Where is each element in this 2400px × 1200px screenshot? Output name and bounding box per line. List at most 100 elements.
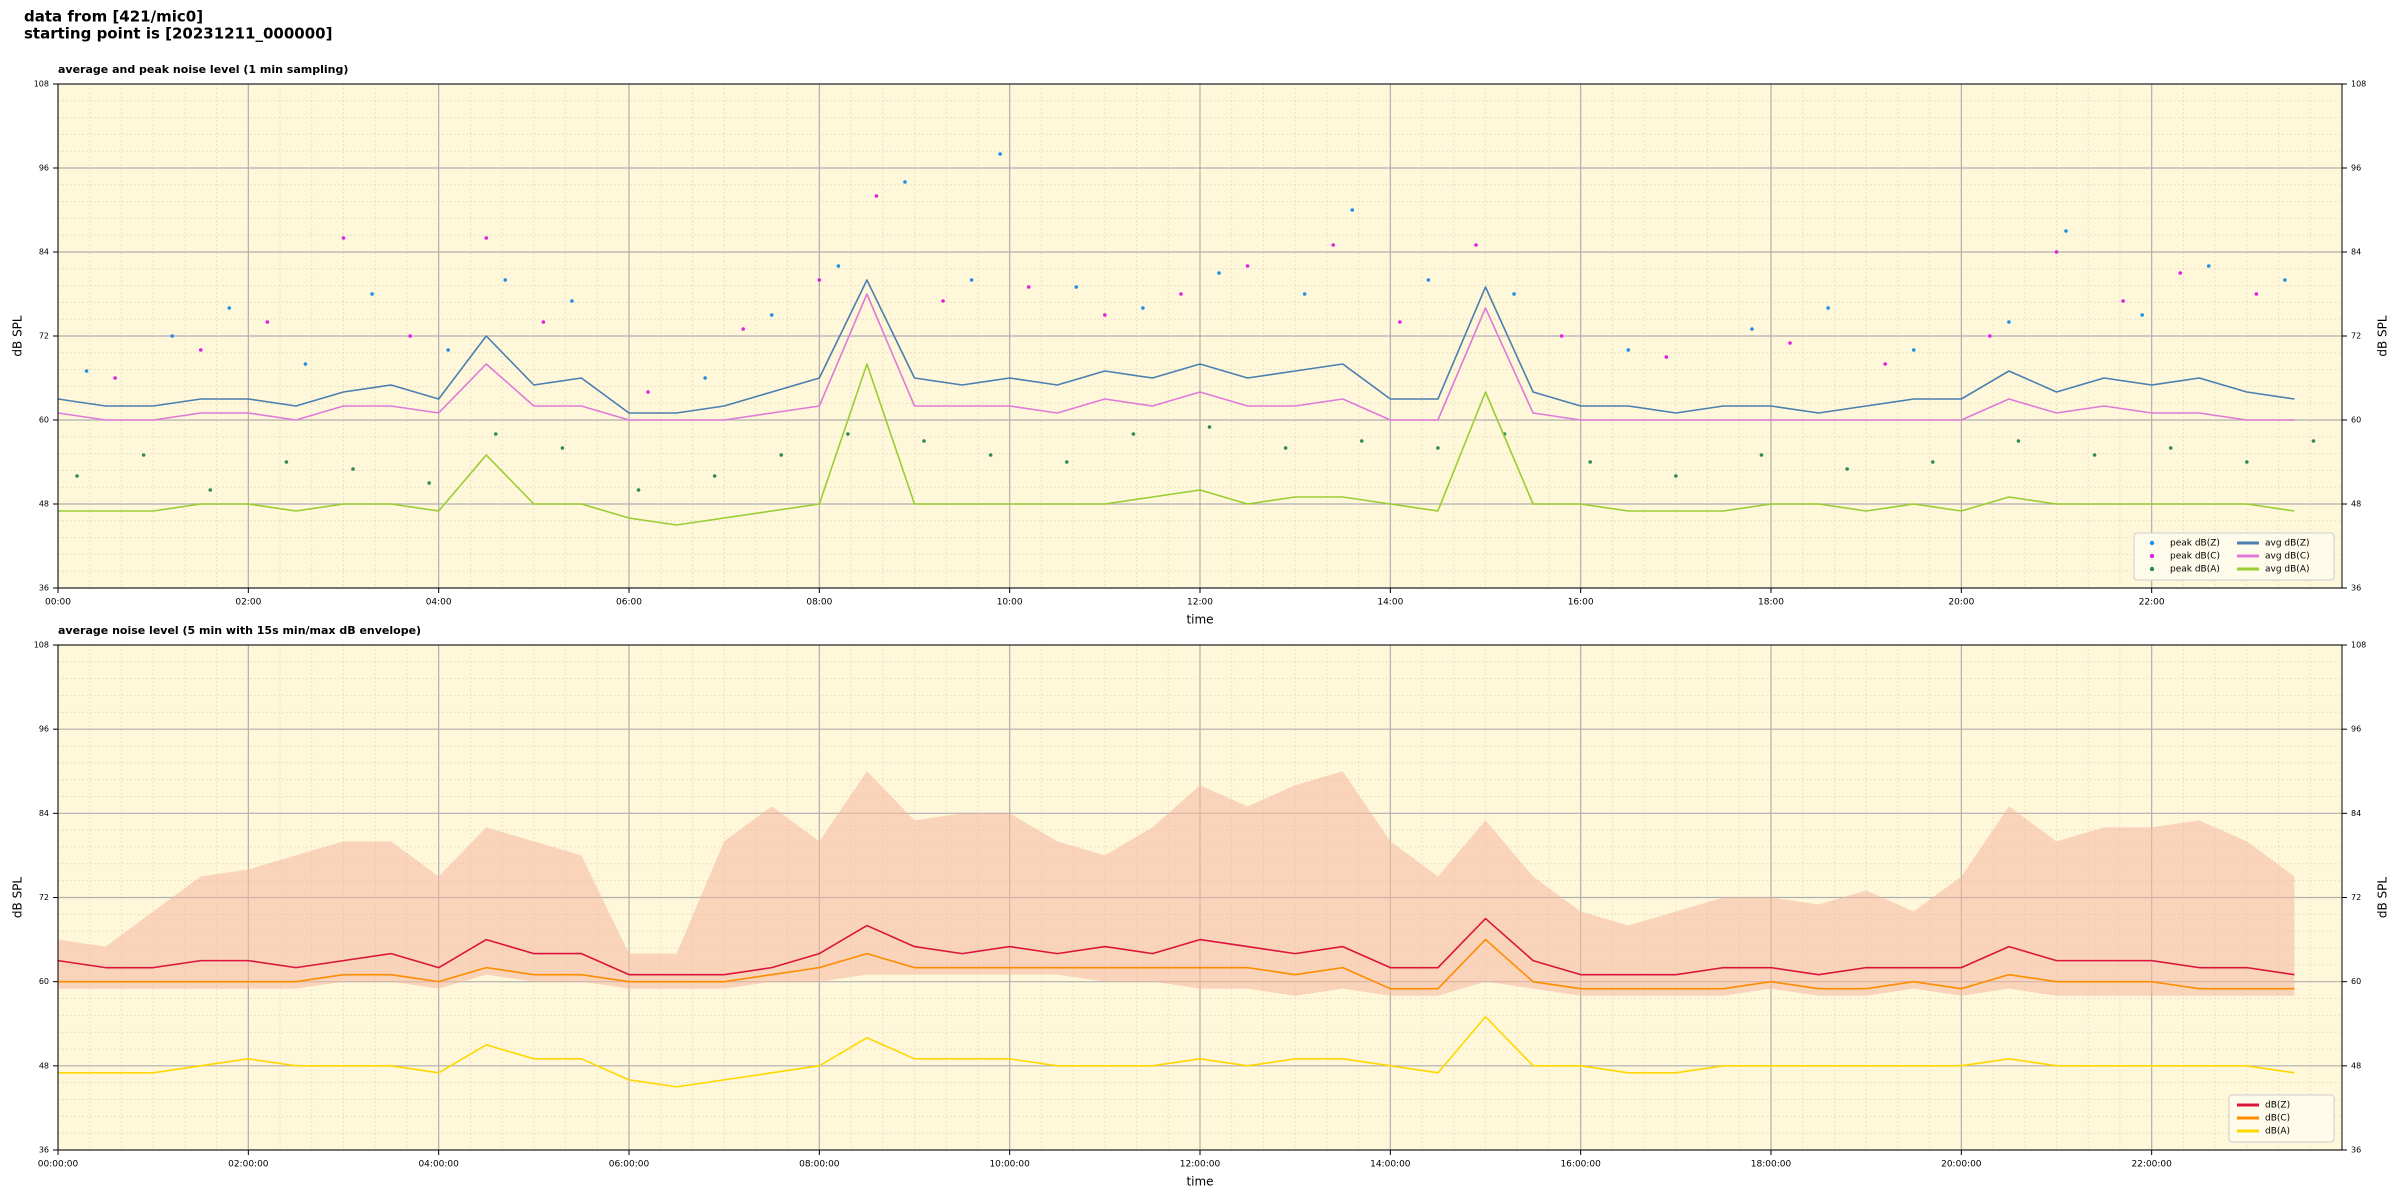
peak-point [303, 362, 308, 366]
peak-point [636, 488, 641, 492]
x-tick-label: 08:00 [806, 598, 832, 608]
x-tick-label: 04:00:00 [418, 1160, 459, 1170]
peak-point [1207, 425, 1212, 429]
legend: peak dB(Z) peak dB(C) peak dB(A) avg dB(Z) a… [2133, 532, 2335, 581]
peak-point [1283, 446, 1288, 450]
plot-frame [57, 83, 2343, 589]
peak-point [1512, 292, 1516, 296]
y2-tick-label: 60 [2351, 977, 2361, 986]
peak-point [1626, 348, 1631, 352]
peak-point [1883, 362, 1887, 366]
y-axis-label: dB SPL [11, 877, 25, 919]
peak-point [1750, 327, 1754, 331]
y-axis-label: dB SPL [11, 315, 25, 357]
peak-point [1103, 313, 1107, 317]
peak-point [1845, 467, 1849, 471]
peak-point [998, 152, 1002, 156]
series-line [58, 938, 2295, 990]
peak-point [1559, 334, 1564, 338]
legend-label: peak dB(C) [2170, 552, 2220, 562]
peak-point [1350, 208, 1355, 212]
peak-point [2054, 250, 2059, 254]
peak-point [703, 376, 707, 380]
peak-point [1788, 341, 1792, 345]
peak-point [817, 278, 822, 282]
peak-point [769, 313, 774, 317]
plot-frame [57, 644, 2343, 1151]
x-tick-label: 16:00 [1568, 598, 1594, 608]
peak-point [1141, 306, 1145, 310]
peak-point [646, 390, 650, 394]
peak-point [779, 453, 784, 457]
series-line [58, 363, 2295, 526]
y2-tick-label: 84 [2351, 248, 2361, 257]
peak-point [941, 299, 945, 303]
y2-tick-label: 72 [2351, 893, 2361, 902]
series-line [58, 1015, 2295, 1088]
peak-point [2254, 292, 2259, 296]
y-tick-label: 36 [39, 584, 49, 593]
y2-tick-label: 96 [2351, 164, 2361, 173]
peak-point [2283, 278, 2287, 282]
y-tick-label: 96 [39, 725, 49, 734]
x-tick-label: 20:00 [1948, 598, 1974, 608]
peak-point [1759, 453, 1764, 457]
legend-box [2133, 532, 2335, 581]
series-line [57, 917, 2295, 976]
peak-point [922, 439, 926, 443]
peak-point [2064, 229, 2068, 233]
legend-label: avg dB(Z) [2265, 539, 2310, 549]
x-tick-label: 18:00:00 [1751, 1160, 1792, 1170]
peak-point [2168, 446, 2173, 450]
header-line: data from [421/mic0] [24, 8, 203, 26]
peak-point [2016, 439, 2021, 443]
peak-point [84, 369, 89, 373]
x-tick-label: 22:00:00 [2131, 1160, 2172, 1170]
legend-label: dB(Z) [2265, 1101, 2290, 1111]
x-tick-label: 06:00 [616, 598, 642, 608]
peak-point [2311, 439, 2316, 443]
legend-label: peak dB(Z) [2170, 539, 2220, 549]
legend-marker [2149, 540, 2155, 546]
peak-point [2206, 264, 2211, 268]
peak-point [874, 194, 879, 198]
legend: dB(Z) dB(C) dB(A) [2228, 1094, 2335, 1143]
envelope-band [58, 771, 2295, 996]
peak-point [969, 278, 974, 282]
y2-tick-label: 108 [2351, 80, 2366, 89]
x-tick-label: 22:00 [2139, 598, 2165, 608]
peak-point [1302, 292, 1307, 296]
chart-title: average noise level (5 min with 15s min/… [58, 624, 421, 637]
peak-point [446, 348, 450, 352]
peak-point [1674, 474, 1678, 478]
peak-point [493, 432, 498, 436]
legend-marker [2149, 553, 2155, 559]
y2-axis-label: dB SPL [2376, 315, 2390, 357]
peak-point [1245, 264, 1250, 268]
peak-point [903, 180, 907, 184]
y-tick-label: 72 [39, 332, 49, 341]
x-tick-label: 08:00:00 [799, 1160, 840, 1170]
peak-point [1664, 355, 1669, 359]
peak-point [1426, 278, 1431, 282]
y2-tick-label: 60 [2351, 416, 2361, 425]
x-tick-label: 02:00:00 [228, 1160, 269, 1170]
peak-point [1074, 285, 1079, 289]
peak-point [1826, 306, 1830, 310]
peak-point [1474, 243, 1478, 247]
peak-point [408, 334, 412, 338]
y-tick-label: 96 [39, 164, 49, 173]
peak-point [370, 292, 374, 296]
peak-point [484, 236, 489, 240]
series-line [57, 279, 2295, 414]
x-tick-label: 14:00 [1377, 598, 1403, 608]
peak-point [1026, 285, 1031, 289]
peak-point [712, 474, 717, 478]
y2-tick-label: 48 [2351, 1061, 2361, 1070]
peak-point [427, 481, 431, 485]
legend-label: dB(A) [2265, 1127, 2290, 1137]
peak-point [75, 474, 79, 478]
x-axis-label: time [1186, 1175, 1213, 1189]
peak-point [198, 348, 203, 352]
